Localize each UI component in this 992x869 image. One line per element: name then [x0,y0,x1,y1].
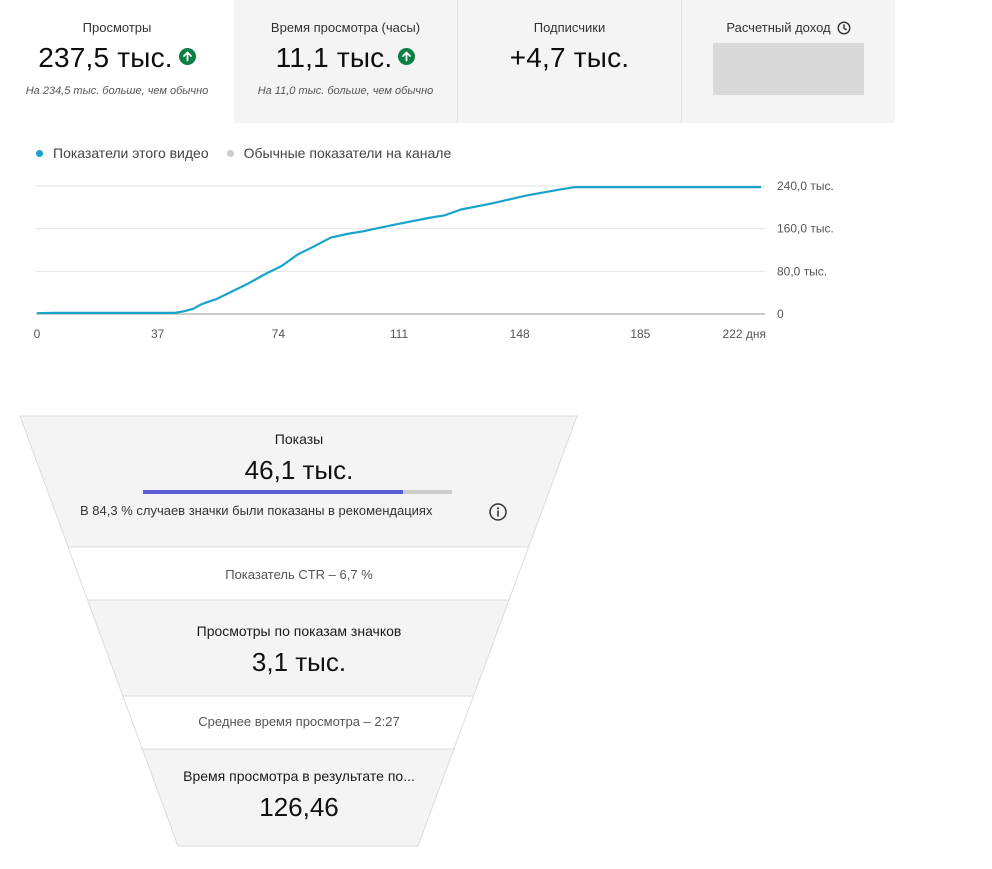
legend-label: Обычные показатели на канале [243,145,452,161]
metric-card-subscribers[interactable]: Подписчики +4,7 тыс. [458,0,682,123]
metric-value: 237,5 тыс. [0,42,234,74]
funnel-band-watch-time [141,748,455,847]
funnel-impressions[interactable]: Показы 46,1 тыс. [20,431,578,486]
recommendations-note: В 84,3 % случаев значки были показаны в … [80,503,433,518]
funnel-views[interactable]: Просмотры по показам значков 3,1 тыс. [20,623,578,678]
y-tick-label: 0 [777,307,784,321]
trend-up-icon [398,48,416,66]
metric-cards: Просмотры 237,5 тыс. На 234,5 тыс. больш… [0,0,895,123]
y-tick-label: 80,0 тыс. [777,264,827,278]
metric-note: На 234,5 тыс. больше, чем обычно [25,85,209,97]
x-tick-label: 185 [630,327,650,341]
metric-label: Время просмотра (часы) [270,20,421,35]
x-tick-label: 37 [151,327,165,341]
impressions-share-bar [143,490,452,494]
impressions-share-fill [143,490,404,494]
chart-legend: Показатели этого видео Обычные показател… [36,145,469,161]
legend-dot [36,149,43,157]
views-label: Просмотры по показам значков [196,623,402,639]
clock-icon [837,21,851,35]
metric-value: +4,7 тыс. [509,42,630,73]
legend-item-channel-typical[interactable]: Обычные показатели на канале [226,145,452,161]
x-tick-label: 111 [390,327,409,341]
x-tick-label: 148 [510,327,530,341]
legend-dot [226,149,234,157]
funnel-avg-view-duration[interactable]: Среднее время просмотра – 2:27 [198,714,400,729]
watch-time-value: 126,46 [259,792,339,822]
x-tick-label: 222 дня [723,327,766,341]
metric-label: Подписчики [533,20,606,35]
metric-card-watch-time[interactable]: Время просмотра (часы) 11,1 тыс. На 11,0… [234,0,458,123]
trend-up-icon [178,48,196,66]
views-line-chart[interactable]: 0 37 74 111 148 185 222 дня 240,0 тыс. 160,0 ты… [0,170,880,350]
legend-item-this-video[interactable]: Показатели этого видео [36,145,209,161]
watch-time-label: Время просмотра в результате по... [183,768,415,784]
x-tick-label: 0 [34,327,41,341]
impressions-label: Показы [274,431,324,447]
funnel-ctr[interactable]: Показатель CTR – 6,7 % [225,567,373,582]
series-line-this-video [36,186,761,315]
y-tick-label: 240,0 тыс. [777,179,834,193]
metric-note: На 11,0 тыс. больше, чем обычно [257,85,434,97]
funnel-watch-time[interactable]: Время просмотра в результате по... 126,4… [20,768,578,823]
y-tick-label: 160,0 тыс. [777,222,834,236]
metric-value: 11,1 тыс. [234,42,457,74]
masked-revenue-value [713,43,864,95]
views-value: 3,1 тыс. [251,647,347,677]
impressions-value: 46,1 тыс. [244,455,354,485]
info-icon[interactable] [488,502,508,522]
metric-label: Расчетный доход [682,20,895,36]
metric-card-views[interactable]: Просмотры 237,5 тыс. На 234,5 тыс. больш… [0,0,234,123]
metric-label: Просмотры [82,20,152,35]
metric-card-revenue[interactable]: Расчетный доход [682,0,895,123]
legend-label: Показатели этого видео [53,145,209,161]
x-tick-label: 74 [272,327,286,341]
